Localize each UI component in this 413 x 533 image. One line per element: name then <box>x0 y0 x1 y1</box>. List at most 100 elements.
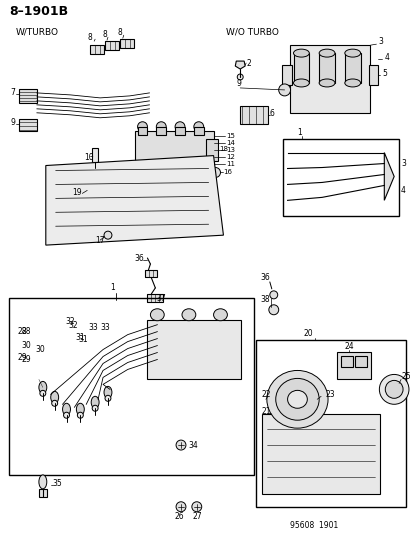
Text: 16: 16 <box>223 169 232 175</box>
Text: 8: 8 <box>118 28 122 37</box>
Ellipse shape <box>62 403 70 415</box>
Ellipse shape <box>39 382 47 393</box>
Circle shape <box>191 502 201 512</box>
Text: 8–1901B: 8–1901B <box>9 5 68 18</box>
Text: 31: 31 <box>75 333 85 342</box>
Text: 34: 34 <box>188 441 197 449</box>
Circle shape <box>210 167 220 177</box>
Text: 37: 37 <box>156 294 166 303</box>
Ellipse shape <box>275 378 318 420</box>
Text: 13: 13 <box>226 147 235 152</box>
Circle shape <box>40 390 46 397</box>
Text: 6: 6 <box>269 109 274 118</box>
Text: 1: 1 <box>110 284 114 293</box>
Polygon shape <box>383 152 393 200</box>
Ellipse shape <box>213 309 227 321</box>
Text: 19: 19 <box>72 188 82 197</box>
Ellipse shape <box>137 122 147 132</box>
Ellipse shape <box>182 309 195 321</box>
Ellipse shape <box>39 475 47 489</box>
Ellipse shape <box>293 49 309 57</box>
Text: 5: 5 <box>381 69 386 77</box>
Ellipse shape <box>51 391 59 403</box>
Bar <box>19 119 37 131</box>
Text: 23: 23 <box>324 390 334 399</box>
Bar <box>156 127 166 135</box>
Ellipse shape <box>318 49 334 57</box>
Bar <box>289 45 370 113</box>
Bar <box>318 53 334 83</box>
Text: 30: 30 <box>21 341 31 350</box>
Text: 28: 28 <box>17 327 26 336</box>
Bar <box>105 41 119 50</box>
Bar <box>92 148 98 161</box>
Text: 32: 32 <box>68 321 78 330</box>
Ellipse shape <box>287 390 306 408</box>
Text: 29: 29 <box>17 353 27 362</box>
Text: 32: 32 <box>65 317 75 326</box>
Bar <box>134 131 213 168</box>
Text: 27: 27 <box>192 512 202 521</box>
Ellipse shape <box>76 403 84 415</box>
Text: 11: 11 <box>226 160 235 166</box>
Bar <box>90 45 104 54</box>
Text: 33: 33 <box>100 323 109 332</box>
Bar <box>137 127 147 135</box>
Text: 15: 15 <box>226 133 235 139</box>
Ellipse shape <box>344 79 360 87</box>
Text: 20: 20 <box>303 329 312 338</box>
Circle shape <box>105 395 111 401</box>
Circle shape <box>77 412 83 418</box>
Ellipse shape <box>156 122 166 132</box>
Bar <box>340 356 352 367</box>
Bar <box>147 294 163 302</box>
Text: 14: 14 <box>226 140 235 146</box>
Bar <box>281 65 291 85</box>
Circle shape <box>64 412 69 418</box>
Text: 21: 21 <box>261 407 271 416</box>
Text: 2: 2 <box>246 59 250 68</box>
Ellipse shape <box>175 122 185 132</box>
Bar <box>147 320 241 379</box>
Text: 29: 29 <box>21 355 31 364</box>
Bar <box>175 127 185 135</box>
Text: 95608  1901: 95608 1901 <box>289 521 337 530</box>
Ellipse shape <box>104 386 112 398</box>
Bar <box>344 53 360 83</box>
Bar <box>255 340 405 507</box>
Circle shape <box>378 375 408 404</box>
Bar <box>205 139 217 160</box>
Ellipse shape <box>293 79 309 87</box>
Bar <box>19 89 37 103</box>
Ellipse shape <box>266 370 327 428</box>
Text: 7: 7 <box>10 88 15 98</box>
Bar <box>9 298 254 475</box>
Text: 28: 28 <box>21 327 31 336</box>
Text: W/O TURBO: W/O TURBO <box>226 27 279 36</box>
Ellipse shape <box>318 79 334 87</box>
Text: 24: 24 <box>344 342 354 351</box>
Text: 4: 4 <box>383 53 388 62</box>
Text: 26: 26 <box>174 512 183 521</box>
Ellipse shape <box>150 309 164 321</box>
Text: 18: 18 <box>219 146 228 151</box>
Text: 17: 17 <box>95 236 104 245</box>
Circle shape <box>237 74 242 80</box>
Bar <box>336 352 370 379</box>
Text: 4: 4 <box>400 186 405 195</box>
Text: 31: 31 <box>78 335 88 344</box>
Text: 38: 38 <box>259 295 269 304</box>
Text: 30: 30 <box>35 345 45 354</box>
Text: 33: 33 <box>88 323 98 332</box>
Text: 12: 12 <box>226 154 235 159</box>
Ellipse shape <box>193 122 203 132</box>
Circle shape <box>269 291 277 299</box>
Text: 36: 36 <box>259 273 269 282</box>
Circle shape <box>52 400 57 406</box>
Text: W/TURBO: W/TURBO <box>15 27 58 36</box>
Text: 8: 8 <box>102 30 107 39</box>
Text: 9: 9 <box>236 79 240 88</box>
Circle shape <box>176 440 185 450</box>
Ellipse shape <box>91 397 99 408</box>
Bar <box>368 65 377 85</box>
